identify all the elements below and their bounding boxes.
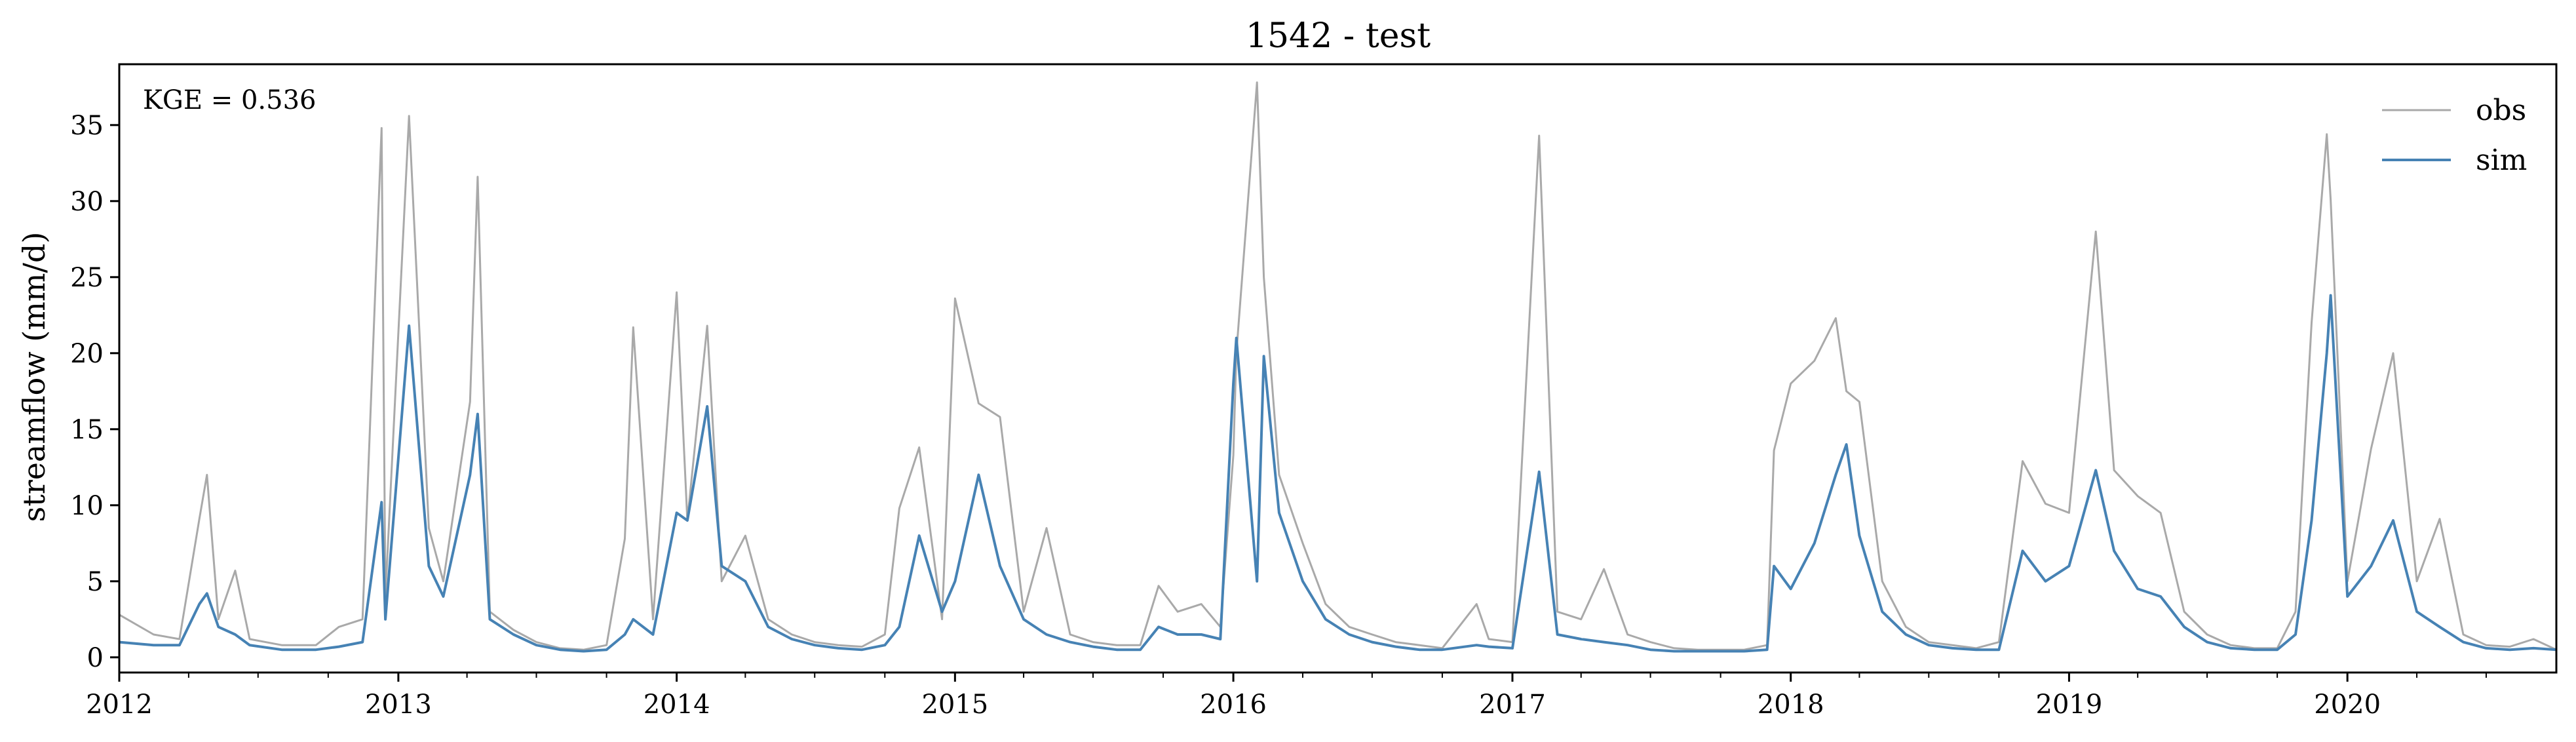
chart-title: 1542 - test (1246, 16, 1431, 56)
x-tick-label: 2014 (644, 690, 710, 720)
x-tick-label: 2013 (365, 690, 432, 720)
legend-label-obs: obs (2476, 94, 2526, 127)
y-tick-label: 20 (70, 339, 104, 369)
y-tick-label: 15 (70, 415, 104, 445)
x-tick-label: 2016 (1200, 690, 1267, 720)
y-axis-label: streamflow (mm/d) (16, 232, 52, 522)
y-tick-label: 0 (87, 643, 104, 673)
y-tick-label: 10 (70, 491, 104, 521)
x-tick-label: 2015 (921, 690, 988, 720)
x-tick-label: 2012 (86, 690, 153, 720)
x-tick-label: 2018 (1758, 690, 1824, 720)
y-tick-label: 5 (87, 567, 104, 597)
y-tick-label: 30 (70, 187, 104, 217)
y-tick-label: 35 (70, 111, 104, 141)
y-tick-label: 25 (70, 263, 104, 293)
kge-annotation: KGE = 0.536 (143, 85, 317, 115)
x-tick-label: 2019 (2036, 690, 2103, 720)
legend-label-sim: sim (2476, 144, 2527, 177)
x-tick-label: 2017 (1479, 690, 1546, 720)
x-tick-label: 2020 (2314, 690, 2381, 720)
